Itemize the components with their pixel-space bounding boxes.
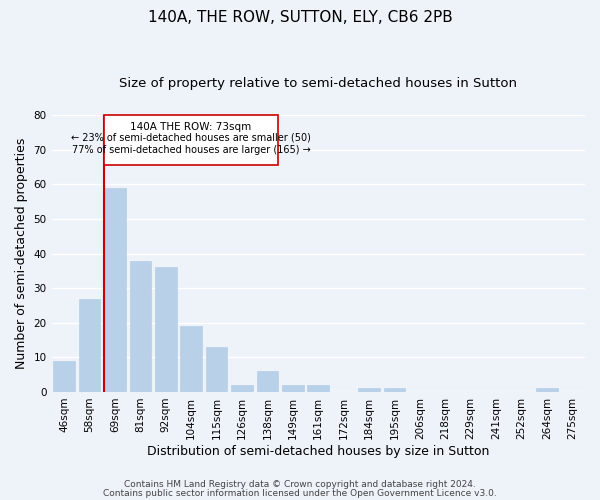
Text: 140A, THE ROW, SUTTON, ELY, CB6 2PB: 140A, THE ROW, SUTTON, ELY, CB6 2PB [148, 10, 452, 25]
Bar [282, 385, 304, 392]
Bar [130, 260, 151, 392]
Bar [307, 385, 329, 392]
Text: ← 23% of semi-detached houses are smaller (50): ← 23% of semi-detached houses are smalle… [71, 132, 311, 142]
Y-axis label: Number of semi-detached properties: Number of semi-detached properties [15, 138, 28, 370]
FancyBboxPatch shape [104, 116, 278, 166]
Bar [104, 188, 126, 392]
Bar [53, 361, 75, 392]
Bar [155, 268, 176, 392]
Bar [383, 388, 405, 392]
Bar [257, 371, 278, 392]
Bar [231, 385, 253, 392]
Bar [358, 388, 380, 392]
X-axis label: Distribution of semi-detached houses by size in Sutton: Distribution of semi-detached houses by … [147, 444, 490, 458]
Bar [79, 298, 100, 392]
Text: Contains HM Land Registry data © Crown copyright and database right 2024.: Contains HM Land Registry data © Crown c… [124, 480, 476, 489]
Bar [206, 347, 227, 392]
Bar [536, 388, 557, 392]
Bar [181, 326, 202, 392]
Text: Contains public sector information licensed under the Open Government Licence v3: Contains public sector information licen… [103, 489, 497, 498]
Text: 77% of semi-detached houses are larger (165) →: 77% of semi-detached houses are larger (… [71, 144, 310, 154]
Title: Size of property relative to semi-detached houses in Sutton: Size of property relative to semi-detach… [119, 78, 517, 90]
Text: 140A THE ROW: 73sqm: 140A THE ROW: 73sqm [130, 122, 251, 132]
